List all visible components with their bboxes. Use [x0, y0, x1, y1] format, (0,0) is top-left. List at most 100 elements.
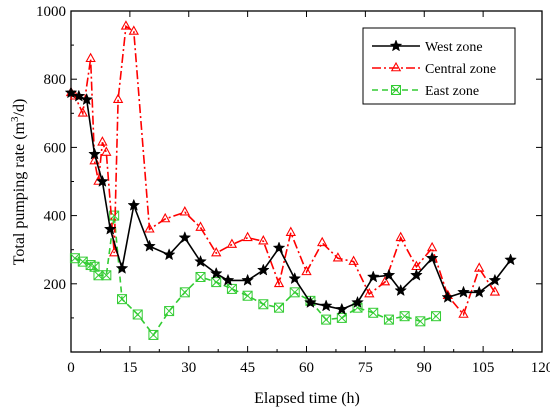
data-point-east-zone [164, 306, 175, 317]
data-point-west-zone [241, 273, 254, 286]
data-point-east-zone [101, 270, 112, 281]
marker-box [132, 309, 143, 320]
data-point-central-zone [348, 255, 359, 265]
data-point-central-zone [128, 25, 139, 35]
marker-cross-b [77, 256, 88, 267]
marker-box [289, 287, 300, 298]
x-axis-label: Elapsed time (h) [254, 390, 360, 407]
data-point-west-zone [256, 263, 270, 276]
data-point-east-zone [399, 311, 410, 322]
data-point-west-zone [88, 147, 101, 160]
data-point-west-zone [178, 231, 192, 244]
y-axis-label-tail: /d) [11, 99, 28, 117]
marker-box [148, 329, 159, 340]
marker-box [93, 270, 104, 281]
data-point-east-zone [336, 312, 347, 323]
marker-box [368, 307, 379, 318]
marker-box [242, 290, 253, 301]
data-point-central-zone [195, 221, 206, 231]
marker-box [383, 314, 394, 325]
marker-box [101, 270, 112, 281]
data-point-east-zone [242, 290, 253, 301]
data-point-west-zone [194, 254, 207, 268]
x-tick-label: 75 [358, 360, 373, 376]
series-west-zone [64, 86, 517, 315]
marker-cross-b [399, 311, 410, 322]
y-tick-label: 400 [44, 209, 67, 225]
marker-cross-b [132, 309, 143, 320]
data-point-east-zone [195, 271, 206, 282]
marker-box [274, 302, 285, 313]
marker-cross-b [227, 284, 237, 294]
marker-cross-b [70, 253, 80, 264]
x-tick-label: 60 [299, 360, 314, 376]
data-point-west-zone [103, 222, 117, 235]
x-tick-label: 0 [67, 360, 75, 376]
data-point-central-zone [364, 287, 375, 298]
data-point-west-zone [288, 272, 302, 285]
data-point-east-zone [117, 294, 128, 305]
data-point-central-zone [317, 236, 328, 247]
x-tick-label: 120 [531, 360, 550, 376]
legend-label-central-zone: Central zone [425, 62, 496, 77]
data-point-east-zone [321, 314, 332, 325]
data-point-west-zone [272, 241, 286, 254]
series-layer [64, 20, 517, 340]
data-point-central-zone [458, 308, 469, 318]
marker-box [195, 271, 206, 282]
data-point-east-zone [226, 283, 237, 294]
marker-box [336, 312, 347, 323]
data-point-west-zone [64, 86, 78, 99]
data-point-west-zone [382, 268, 396, 281]
marker-cross-b [179, 287, 190, 298]
marker-cross-b [117, 294, 127, 304]
data-point-west-zone [504, 253, 517, 266]
data-point-west-zone [143, 239, 156, 252]
data-point-central-zone [301, 265, 312, 276]
data-point-west-zone [366, 270, 380, 283]
data-point-west-zone [441, 290, 455, 303]
data-point-central-zone [77, 107, 88, 117]
marker-cross-b [148, 330, 159, 340]
data-point-central-zone [97, 136, 108, 146]
data-point-east-zone [289, 287, 300, 298]
data-point-west-zone [472, 285, 486, 298]
series-line-central-zone [70, 24, 496, 317]
legend: West zone Central zone East zone [362, 27, 516, 105]
marker-box [211, 277, 222, 288]
series-east-zone [69, 210, 442, 340]
marker-box [258, 299, 269, 310]
marker-cross-b [242, 290, 253, 301]
marker-cross-b [211, 277, 222, 287]
marker-box [321, 314, 332, 325]
legend-box [362, 27, 516, 105]
data-point-central-zone [379, 275, 391, 286]
data-point-east-zone [258, 299, 269, 310]
data-point-central-zone [273, 277, 285, 288]
marker-box [226, 283, 237, 294]
marker-box [179, 287, 190, 298]
data-point-west-zone [72, 89, 86, 102]
data-point-west-zone [80, 92, 94, 106]
data-point-central-zone [101, 146, 112, 156]
marker-box [415, 316, 426, 327]
marker-box [109, 210, 120, 221]
legend-label-east-zone: East zone [425, 84, 479, 99]
marker-cross-b [164, 306, 174, 316]
series-line-east-zone [74, 215, 437, 337]
tick-layer: 0 15 30 45 60 75 90 105 120 200 400 600 800 1000 [36, 4, 550, 376]
data-point-east-zone [132, 309, 143, 320]
data-point-central-zone [285, 226, 296, 236]
data-point-west-zone [162, 248, 176, 261]
marker-box [164, 306, 175, 317]
data-point-west-zone [394, 283, 408, 297]
marker-cross-b [274, 302, 284, 313]
data-point-west-zone [410, 268, 423, 281]
data-point-east-zone [274, 302, 285, 313]
legend-marker-west-zone [389, 39, 403, 52]
data-point-west-zone [127, 198, 141, 211]
series-central-zone [65, 20, 501, 318]
data-point-east-zone [179, 287, 190, 298]
data-point-central-zone [120, 20, 132, 30]
data-point-central-zone [426, 241, 438, 252]
